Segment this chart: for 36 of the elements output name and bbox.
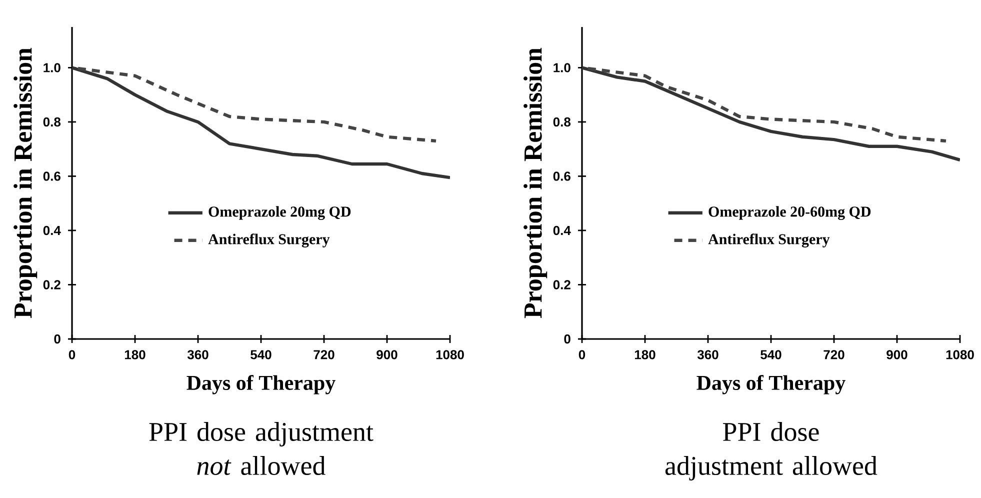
y-tick-label: 0.6 — [553, 172, 570, 181]
x-tick-label: 540 — [250, 350, 272, 360]
y-tick-label: 1.0 — [554, 63, 570, 72]
x-axis-title: Days of Therapy — [696, 375, 846, 394]
x-tick-label: 360 — [187, 350, 208, 360]
x-tick-label: 900 — [886, 350, 908, 360]
y-tick-label: 0.4 — [553, 226, 571, 236]
y-tick-label: 0 — [54, 334, 60, 344]
x-tick-label: 900 — [376, 350, 398, 360]
x-tick-label: 720 — [314, 350, 334, 360]
y-tick-label: 0.2 — [553, 280, 570, 290]
y-tick-label: 0.6 — [43, 172, 60, 181]
x-tick-label: 720 — [824, 350, 844, 360]
y-tick-label: 0.4 — [43, 226, 61, 236]
legend-label: Antireflux Surgery — [208, 234, 330, 248]
legend-label: Omeprazole 20-60mg QD — [708, 206, 871, 220]
x-tick-label: 0 — [578, 350, 586, 360]
y-tick-label: 0.8 — [553, 117, 571, 127]
y-tick-label: 0 — [564, 334, 570, 344]
legend-label: Antireflux Surgery — [708, 234, 830, 248]
y-tick-label: 0.2 — [43, 280, 60, 290]
x-tick-label: 180 — [634, 350, 656, 360]
y-tick-label: 1.0 — [44, 63, 60, 72]
x-tick-label: 360 — [697, 350, 718, 360]
x-tick-label: 540 — [760, 350, 782, 360]
text: PPI dose adjustment not allowed — [149, 422, 374, 476]
y-tick-label: 0.8 — [43, 117, 61, 127]
legend-label: Omeprazole 20mg QD — [208, 206, 351, 220]
y-axis-title: Proportion in Remission — [524, 48, 548, 318]
x-tick-label: 180 — [124, 350, 146, 360]
x-tick-label: 0 — [68, 350, 76, 360]
x-tick-label: 1080 — [436, 350, 464, 360]
x-tick-label: 1080 — [946, 350, 974, 360]
x-axis-title: Days of Therapy — [186, 375, 336, 394]
y-axis-title: Proportion in Remission — [14, 48, 38, 318]
text: PPI dose adjustment allowed — [665, 422, 878, 481]
